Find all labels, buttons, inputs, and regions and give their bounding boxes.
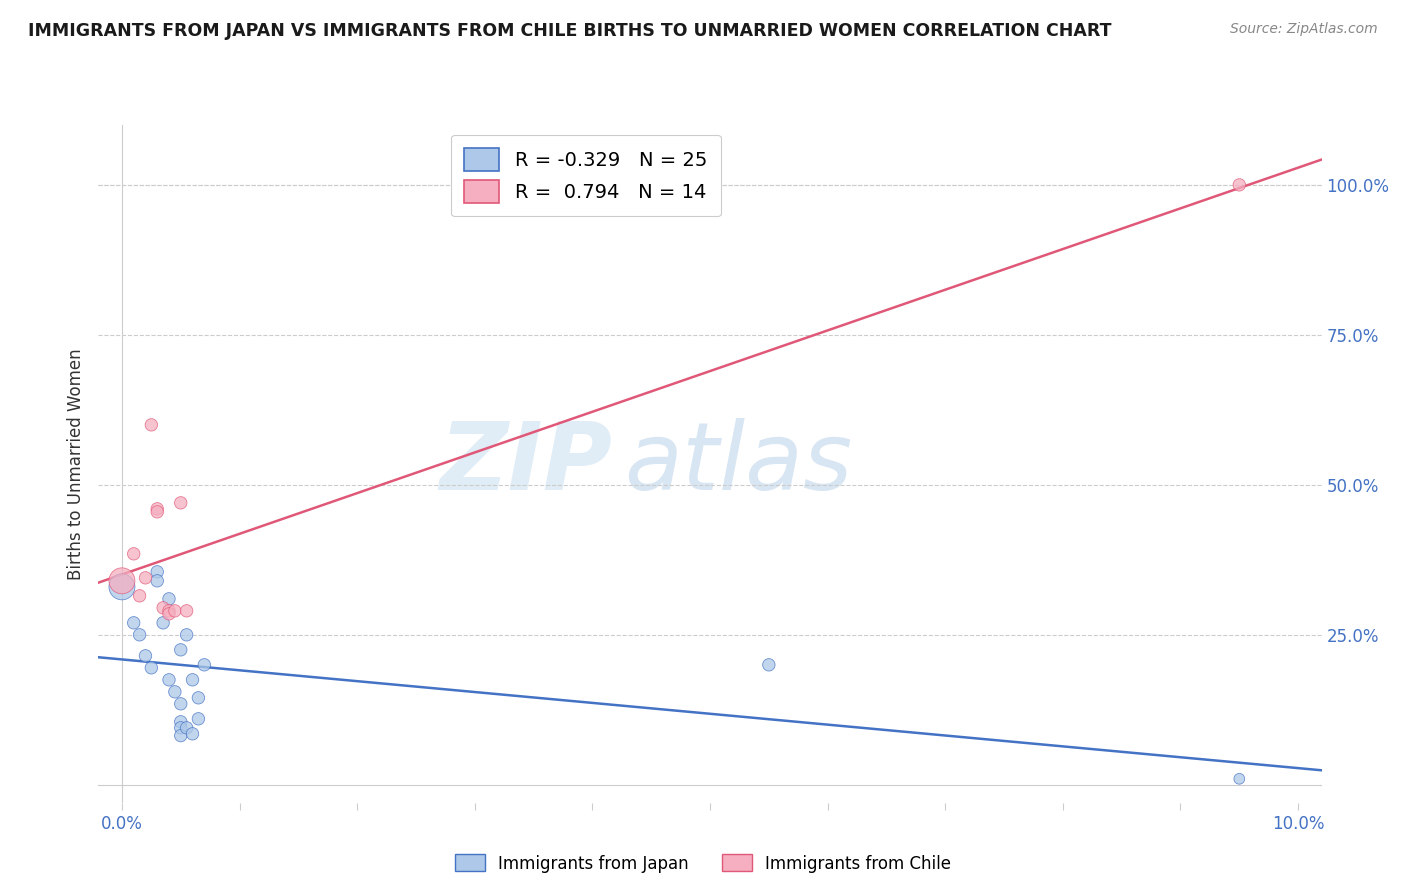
Point	[157, 673, 180, 687]
Point	[1227, 178, 1250, 192]
Text: IMMIGRANTS FROM JAPAN VS IMMIGRANTS FROM CHILE BIRTHS TO UNMARRIED WOMEN CORRELA: IMMIGRANTS FROM JAPAN VS IMMIGRANTS FROM…	[28, 22, 1112, 40]
Point	[152, 600, 174, 615]
Point	[758, 657, 780, 672]
Point	[122, 547, 145, 561]
Point	[170, 496, 193, 510]
Point	[146, 565, 169, 579]
Point	[181, 673, 204, 687]
Point	[170, 721, 193, 735]
Point	[176, 628, 198, 642]
Point	[193, 657, 215, 672]
Point	[128, 589, 150, 603]
Point	[122, 615, 145, 630]
Point	[141, 417, 163, 432]
Legend: R = -0.329   N = 25, R =  0.794   N = 14: R = -0.329 N = 25, R = 0.794 N = 14	[451, 135, 721, 217]
Point	[134, 571, 156, 585]
Point	[146, 501, 169, 516]
Point	[187, 690, 209, 705]
Point	[163, 604, 186, 618]
Point	[157, 591, 180, 606]
Point	[146, 505, 169, 519]
Point	[170, 714, 193, 729]
Point	[176, 604, 198, 618]
Legend: Immigrants from Japan, Immigrants from Chile: Immigrants from Japan, Immigrants from C…	[449, 847, 957, 880]
Point	[152, 615, 174, 630]
Y-axis label: Births to Unmarried Women: Births to Unmarried Women	[66, 348, 84, 580]
Point	[170, 729, 193, 743]
Point	[187, 712, 209, 726]
Point	[146, 574, 169, 588]
Point	[128, 628, 150, 642]
Point	[181, 727, 204, 741]
Text: Source: ZipAtlas.com: Source: ZipAtlas.com	[1230, 22, 1378, 37]
Point	[170, 642, 193, 657]
Point	[163, 685, 186, 699]
Point	[157, 604, 180, 618]
Point	[141, 661, 163, 675]
Text: ZIP: ZIP	[439, 417, 612, 510]
Point	[111, 574, 134, 588]
Point	[134, 648, 156, 663]
Point	[111, 580, 134, 594]
Text: atlas: atlas	[624, 418, 852, 509]
Point	[157, 607, 180, 621]
Point	[170, 697, 193, 711]
Point	[1227, 772, 1250, 786]
Point	[176, 721, 198, 735]
